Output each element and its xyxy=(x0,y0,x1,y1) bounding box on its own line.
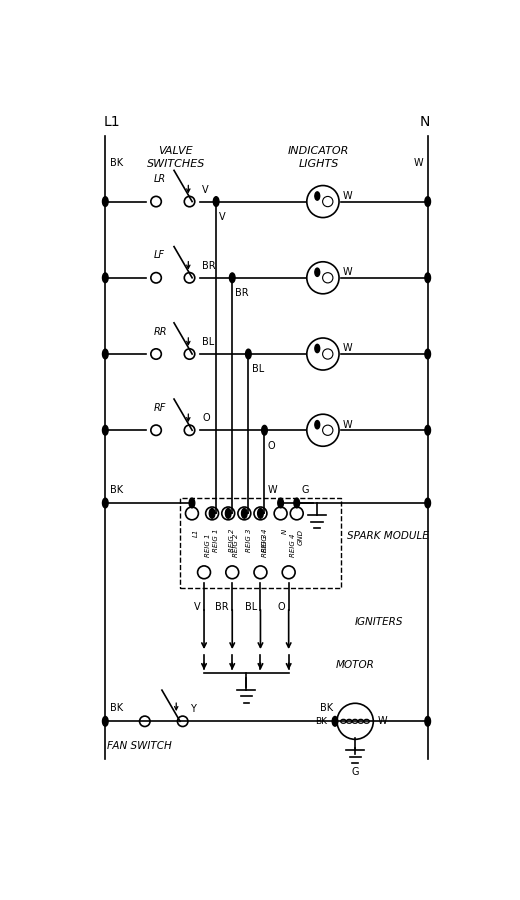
Text: RR: RR xyxy=(154,327,167,337)
Bar xyxy=(180,499,341,588)
Circle shape xyxy=(189,499,195,508)
Text: BK: BK xyxy=(110,158,123,168)
Text: BR: BR xyxy=(236,288,249,298)
Text: V: V xyxy=(194,602,201,612)
Text: O: O xyxy=(202,413,210,423)
Circle shape xyxy=(229,273,235,283)
Text: W: W xyxy=(342,344,352,354)
Circle shape xyxy=(332,716,338,726)
Circle shape xyxy=(102,273,108,283)
Text: W: W xyxy=(342,419,352,429)
Text: Y: Y xyxy=(190,705,196,715)
Text: W: W xyxy=(342,191,352,201)
Circle shape xyxy=(315,268,320,276)
Text: SPARK MODULE: SPARK MODULE xyxy=(346,531,428,541)
Text: O: O xyxy=(278,602,285,612)
Text: BK: BK xyxy=(110,485,123,495)
Text: BK: BK xyxy=(320,703,333,713)
Circle shape xyxy=(262,426,267,435)
Text: REIG 4: REIG 4 xyxy=(262,528,268,553)
Text: REIG 1: REIG 1 xyxy=(213,528,219,553)
Circle shape xyxy=(425,273,431,283)
Text: REIG 2: REIG 2 xyxy=(229,528,236,553)
Circle shape xyxy=(425,349,431,359)
Circle shape xyxy=(102,197,108,206)
Circle shape xyxy=(102,349,108,359)
Circle shape xyxy=(257,508,263,518)
Text: REIG 4: REIG 4 xyxy=(290,534,296,557)
Text: BK: BK xyxy=(315,716,327,725)
Circle shape xyxy=(225,508,231,518)
Circle shape xyxy=(209,508,215,518)
Text: LF: LF xyxy=(154,250,165,260)
Circle shape xyxy=(278,499,283,508)
Text: BL: BL xyxy=(252,364,264,374)
Circle shape xyxy=(425,197,431,206)
Circle shape xyxy=(102,426,108,435)
Text: REIG 3: REIG 3 xyxy=(245,528,252,553)
Text: GND: GND xyxy=(298,528,304,544)
Text: W: W xyxy=(413,158,423,168)
Text: REIG 3: REIG 3 xyxy=(262,534,268,557)
Circle shape xyxy=(315,345,320,353)
Text: MOTOR: MOTOR xyxy=(336,661,374,670)
Text: BK: BK xyxy=(110,703,123,713)
Text: N: N xyxy=(419,115,430,129)
Circle shape xyxy=(102,716,108,726)
Text: L1: L1 xyxy=(193,528,199,537)
Text: LR: LR xyxy=(154,175,166,184)
Text: N: N xyxy=(282,528,288,534)
Text: IGNITERS: IGNITERS xyxy=(355,617,404,627)
Text: REIG 2: REIG 2 xyxy=(233,534,239,557)
Text: BR: BR xyxy=(202,261,216,271)
Text: G: G xyxy=(352,768,359,778)
Text: W: W xyxy=(378,716,387,726)
Text: VALVE
SWITCHES: VALVE SWITCHES xyxy=(147,146,205,168)
Circle shape xyxy=(425,716,431,726)
Circle shape xyxy=(315,420,320,429)
Text: INDICATOR
LIGHTS: INDICATOR LIGHTS xyxy=(288,146,349,168)
Circle shape xyxy=(213,197,219,206)
Circle shape xyxy=(102,499,108,508)
Circle shape xyxy=(315,192,320,200)
Circle shape xyxy=(425,426,431,435)
Circle shape xyxy=(294,499,300,508)
Circle shape xyxy=(245,349,251,359)
Text: W: W xyxy=(342,267,352,277)
Text: O: O xyxy=(268,441,275,451)
Text: V: V xyxy=(219,212,226,222)
Text: BL: BL xyxy=(245,602,257,612)
Text: W: W xyxy=(268,485,277,495)
Circle shape xyxy=(425,499,431,508)
Text: G: G xyxy=(301,485,309,495)
Text: FAN SWITCH: FAN SWITCH xyxy=(107,741,172,751)
Circle shape xyxy=(241,508,247,518)
Text: L1: L1 xyxy=(103,115,120,129)
Text: BL: BL xyxy=(202,338,214,347)
Text: RF: RF xyxy=(154,403,166,413)
Text: V: V xyxy=(202,184,209,194)
Text: REIG 1: REIG 1 xyxy=(205,534,211,557)
Text: BR: BR xyxy=(215,602,229,612)
